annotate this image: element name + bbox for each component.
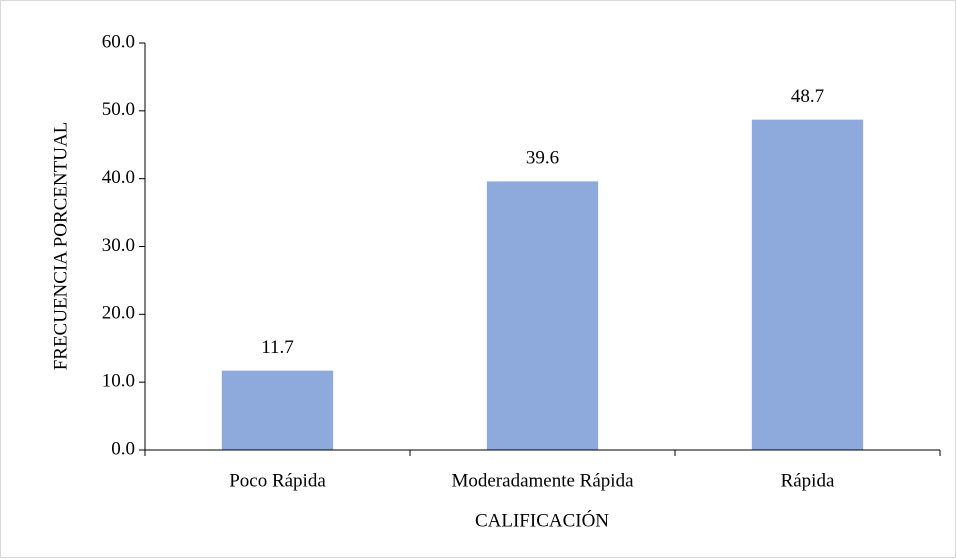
y-tick-label: 60.0 [102, 31, 135, 52]
x-tick-label: Moderadamente Rápida [451, 470, 634, 491]
y-tick-label: 20.0 [102, 303, 135, 324]
bar [486, 181, 599, 450]
bar [221, 370, 334, 450]
y-tick-label: 50.0 [102, 99, 135, 120]
bar [751, 119, 864, 450]
y-tick-label: 10.0 [102, 371, 135, 392]
x-axis-title: CALIFICACIÓN [475, 509, 609, 531]
y-tick-label: 40.0 [102, 167, 135, 188]
value-label: 11.7 [261, 337, 294, 358]
y-tick-label: 0.0 [111, 438, 135, 459]
x-tick-label: Poco Rápida [229, 470, 326, 491]
x-tick-label: Rápida [781, 470, 835, 491]
value-label: 48.7 [791, 86, 824, 107]
value-label: 39.6 [526, 148, 559, 169]
y-axis-title: FRECUENCIA PORCENTUAL [50, 122, 71, 371]
y-tick-label: 30.0 [102, 235, 135, 256]
